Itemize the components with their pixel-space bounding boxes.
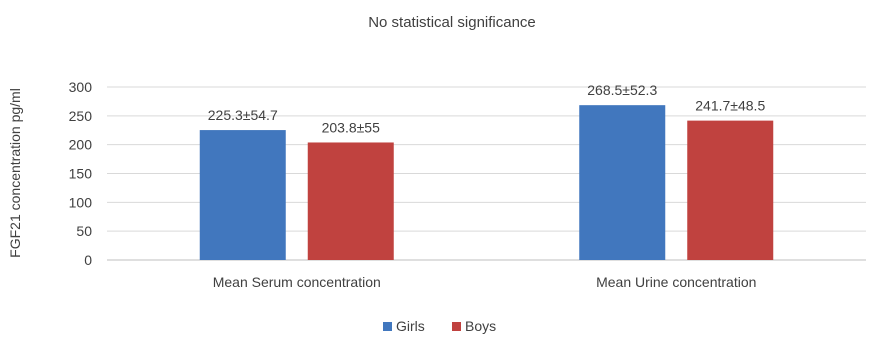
y-axis-ticks: 0 50 100 150 200 250 300 <box>69 79 93 268</box>
data-label: 203.8±55 <box>322 119 381 135</box>
bar-boys-1 <box>307 142 394 260</box>
data-label: 241.7±48.5 <box>695 98 765 114</box>
bar-girls-2 <box>579 105 666 260</box>
bar-girls-1 <box>199 130 286 260</box>
y-tick-label: 200 <box>69 137 93 153</box>
y-tick-label: 250 <box>69 108 93 124</box>
legend-swatch-boys <box>452 322 461 331</box>
data-labels: 225.3±54.7 203.8±55 268.5±52.3 241.7±48.5 <box>208 82 766 135</box>
legend-swatch-girls <box>383 322 392 331</box>
legend: Girls Boys <box>383 318 496 334</box>
y-axis-label: FGF21 concentration pg/ml <box>7 88 23 258</box>
chart-title: No statistical significance <box>368 14 536 31</box>
y-tick-label: 0 <box>84 252 92 268</box>
x-axis-ticks: Mean Serum concentration Mean Urine conce… <box>213 274 757 290</box>
y-tick-label: 100 <box>69 194 93 210</box>
legend-label-boys: Boys <box>465 318 496 334</box>
x-tick-label: Mean Urine concentration <box>596 274 756 290</box>
bar-boys-2 <box>687 120 774 261</box>
x-tick-label: Mean Serum concentration <box>213 274 381 290</box>
y-tick-label: 300 <box>69 79 93 95</box>
data-label: 268.5±52.3 <box>587 82 657 98</box>
data-label: 225.3±54.7 <box>208 107 278 123</box>
y-tick-label: 50 <box>76 223 92 239</box>
y-tick-label: 150 <box>69 166 93 182</box>
legend-label-girls: Girls <box>396 318 425 334</box>
bars <box>199 105 774 261</box>
